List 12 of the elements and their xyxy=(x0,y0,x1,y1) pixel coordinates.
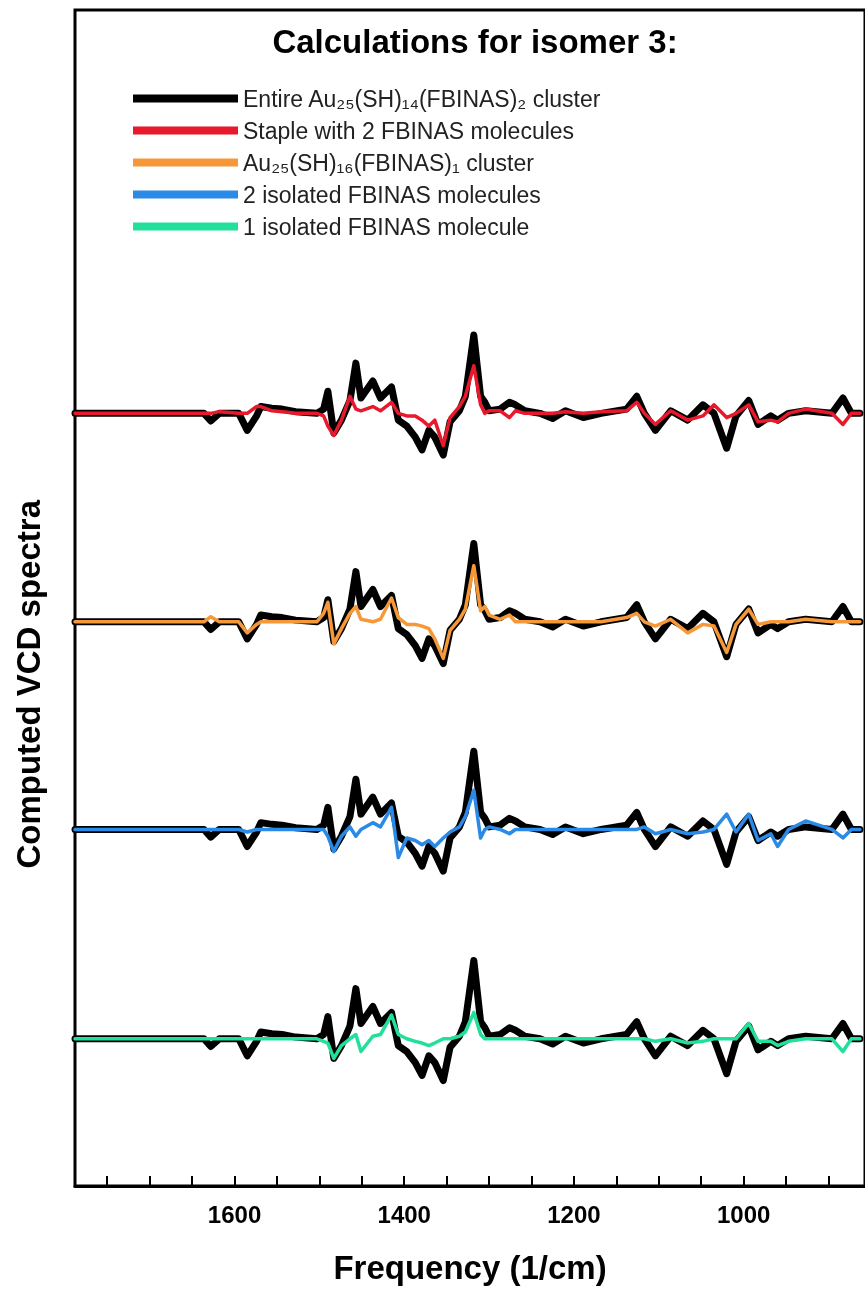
x-tick-label: 1200 xyxy=(547,1200,601,1228)
legend-label: Entire Au₂₅(SH)₁₄(FBINAS)₂ cluster xyxy=(243,85,601,112)
x-tick-label: 1000 xyxy=(716,1200,771,1228)
legend-label: Staple with 2 FBINAS molecules xyxy=(243,117,575,144)
legend-label: Au₂₅(SH)₁₆(FBINAS)₁ cluster xyxy=(243,149,535,176)
x-tick-label: 1400 xyxy=(377,1200,431,1228)
x-axis-title: Frequency (1/cm) xyxy=(333,1249,607,1286)
x-tick-label: 1600 xyxy=(207,1200,262,1228)
legend-label: 1 isolated FBINAS molecule xyxy=(243,213,530,240)
legend-title: Calculations for isomer 3: xyxy=(272,23,678,60)
y-axis-title: Computed VCD spectra xyxy=(10,499,47,869)
legend-label: 2 isolated FBINAS molecules xyxy=(243,181,541,208)
